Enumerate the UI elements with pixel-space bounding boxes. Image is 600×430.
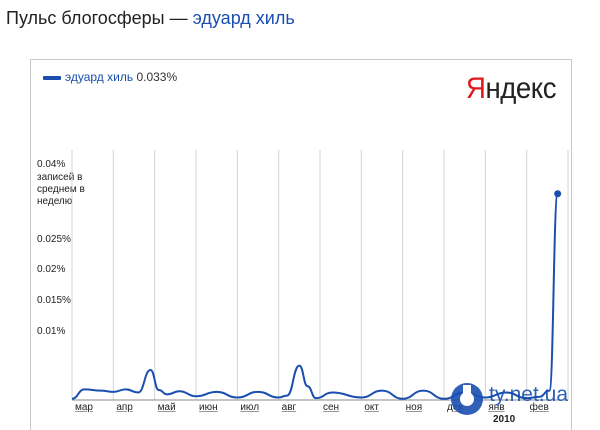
page-title: Пульс блогосферы — эдуард хиль <box>6 8 295 29</box>
x-tick-label: май <box>157 402 176 413</box>
watermark: ty.net.ua <box>445 377 595 417</box>
y-tick-label: 0.02% <box>37 264 66 275</box>
x-tick-label: сен <box>323 402 340 413</box>
watermark-text: ty.net.ua <box>489 383 568 406</box>
x-tick-label: авг <box>281 402 297 413</box>
x-tick-label: июн <box>199 402 218 413</box>
y-axis-label-text: записей в среднем в неделю <box>37 172 85 207</box>
y-tick-label: 0.04% <box>37 159 66 170</box>
legend-series-value: 0.033% <box>136 70 178 84</box>
y-tick-label: 0.025% <box>37 234 71 245</box>
page-title-prefix: Пульс блогосферы — <box>6 8 193 28</box>
legend-swatch <box>43 75 61 80</box>
legend: эдуард хиль 0.033% <box>43 70 177 84</box>
legend-series-name[interactable]: эдуард хиль <box>65 70 134 84</box>
series-line <box>71 192 559 400</box>
x-tick-label: мар <box>75 402 93 413</box>
x-tick-label: апр <box>116 402 133 413</box>
page-title-query[interactable]: эдуард хиль <box>192 8 295 28</box>
x-year-label: 2010 <box>493 414 516 425</box>
x-tick-label: янв <box>488 402 505 413</box>
y-tick-label: 0.01% <box>37 326 66 337</box>
x-tick-label: фев <box>529 402 549 413</box>
watermark-logo-icon <box>451 383 483 415</box>
y-axis-label: записей в среднем в неделю <box>37 172 95 208</box>
y-tick-label: 0.015% <box>37 295 71 306</box>
x-tick-label: июл <box>240 402 260 413</box>
yandex-logo-rest: ндекс <box>485 72 557 105</box>
x-tick-label: окт <box>364 402 379 413</box>
yandex-logo[interactable]: Яндекс <box>466 72 557 106</box>
yandex-logo-first-letter: Я <box>466 72 486 105</box>
x-tick-label: ноя <box>405 402 423 413</box>
series-end-point[interactable] <box>554 190 562 198</box>
